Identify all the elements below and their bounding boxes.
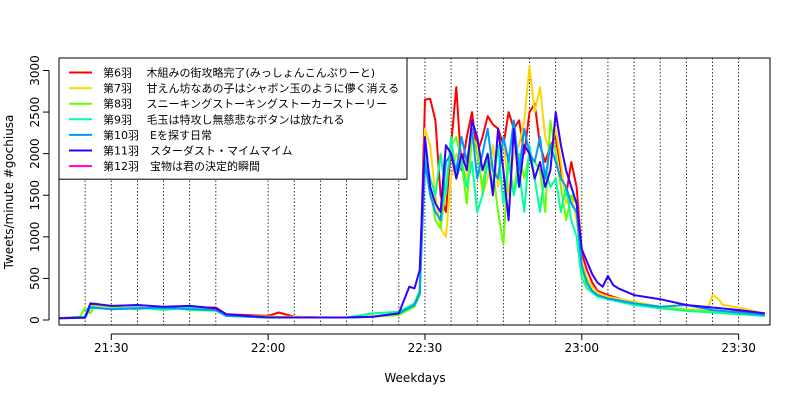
series-line-5: [58, 111, 765, 320]
y-axis-title: Tweets/minute #gochiusa: [2, 115, 16, 271]
legend-label-1: 第7羽 甘えん坊なあの子はシャボン玉のように儚く消える: [103, 81, 399, 95]
x-tick-label-2: 22:30: [408, 341, 443, 355]
y-axis: 0 500 1000 1500 2000 2500 3000: [28, 55, 50, 324]
series-line-0: [58, 86, 765, 320]
legend-label-6: 第12羽 宝物は君の決定的瞬間: [103, 159, 260, 173]
plot-frame: [58, 57, 771, 326]
x-tick-label-3: 23:00: [564, 341, 599, 355]
y-tick-label-6: 3000: [28, 55, 42, 86]
x-tick-label-1: 22:00: [251, 341, 286, 355]
legend-box: [58, 57, 408, 180]
x-axis: 21:30 22:00 22:30 23:00 23:30: [94, 333, 756, 355]
legend: 第6羽 木組みの街攻略完了(みっしょんこんぷりーと)第7羽 甘えん坊なあの子はシ…: [58, 57, 408, 180]
y-tick-label-4: 2000: [28, 138, 42, 169]
y-tick-label-3: 1500: [28, 180, 42, 211]
legend-label-4: 第10羽 Eを探す日常: [103, 128, 212, 142]
y-tick-label-1: 500: [28, 267, 42, 290]
x-tick-label-0: 21:30: [94, 341, 129, 355]
series-layer: [58, 65, 766, 320]
x-tick-label-4: 23:30: [721, 341, 756, 355]
y-tick-label-0: 0: [28, 316, 42, 324]
legend-label-3: 第9羽 毛玉は特攻し無慈悲なボタンは放たれる: [103, 112, 345, 126]
grid-layer: [84, 58, 740, 325]
y-tick-label-2: 1000: [28, 222, 42, 253]
legend-label-0: 第6羽 木組みの街攻略完了(みっしょんこんぷりーと): [103, 66, 375, 80]
y-tick-label-5: 2500: [28, 97, 42, 128]
x-axis-title: Weekdays: [384, 371, 445, 385]
legend-label-2: 第8羽 スニーキングストーキングストーカーストーリー: [103, 97, 387, 111]
legend-label-5: 第11羽 スターダスト・マイムマイム: [103, 144, 293, 158]
